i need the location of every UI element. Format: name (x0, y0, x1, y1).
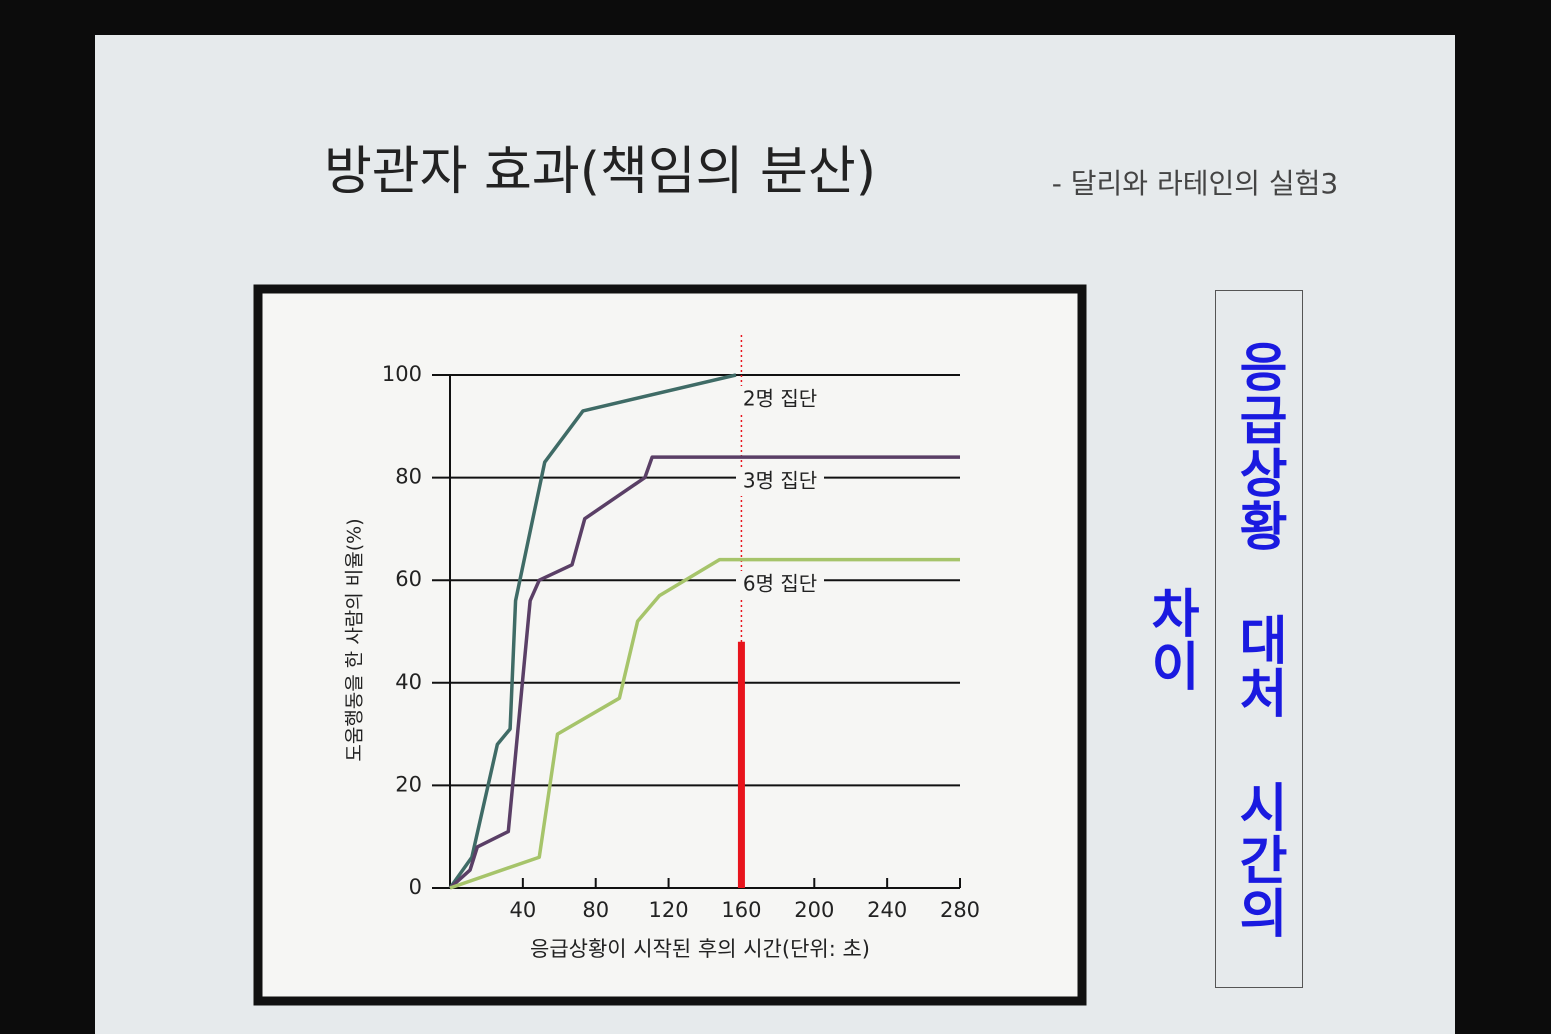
y-tick-label: 0 (409, 875, 422, 899)
series-line (449, 557, 960, 890)
y-tick-label: 100 (382, 362, 422, 386)
y-tick-label: 60 (395, 567, 422, 591)
slide-subtitle: - 달리와 라테인의 실험3 (1052, 167, 1338, 200)
side-label: 응급상황 대처 시간의 차이 (1140, 290, 1303, 988)
series-label-bg (736, 468, 824, 496)
y-tick-label: 40 (395, 670, 422, 694)
series-label-bg (736, 571, 824, 599)
x-tick-label: 200 (794, 898, 834, 922)
series-label: 6명 집단 (743, 572, 817, 596)
series-line (448, 373, 737, 890)
y-axis-label: 도움행동을 한 사람의 비율(%) (344, 518, 366, 761)
x-axis-label: 응급상황이 시작된 후의 시간(단위: 초) (530, 937, 870, 961)
x-tick-label: 240 (867, 898, 907, 922)
x-tick-label: 280 (940, 898, 980, 922)
y-tick-label: 20 (395, 772, 422, 796)
slide-title: 방관자 효과(책임의 분산) (324, 142, 876, 202)
y-tick-label: 80 (395, 465, 422, 489)
x-tick-label: 80 (582, 898, 609, 922)
x-tick-label: 40 (509, 898, 536, 922)
series-label: 3명 집단 (743, 469, 817, 493)
x-tick-label: 120 (649, 898, 689, 922)
chart-frame (253, 284, 1087, 1006)
series-label: 2명 집단 (743, 387, 817, 411)
series-line (448, 455, 960, 890)
highlight-bar (737, 641, 745, 888)
series-label-bg (736, 386, 824, 414)
x-tick-label: 160 (721, 898, 761, 922)
